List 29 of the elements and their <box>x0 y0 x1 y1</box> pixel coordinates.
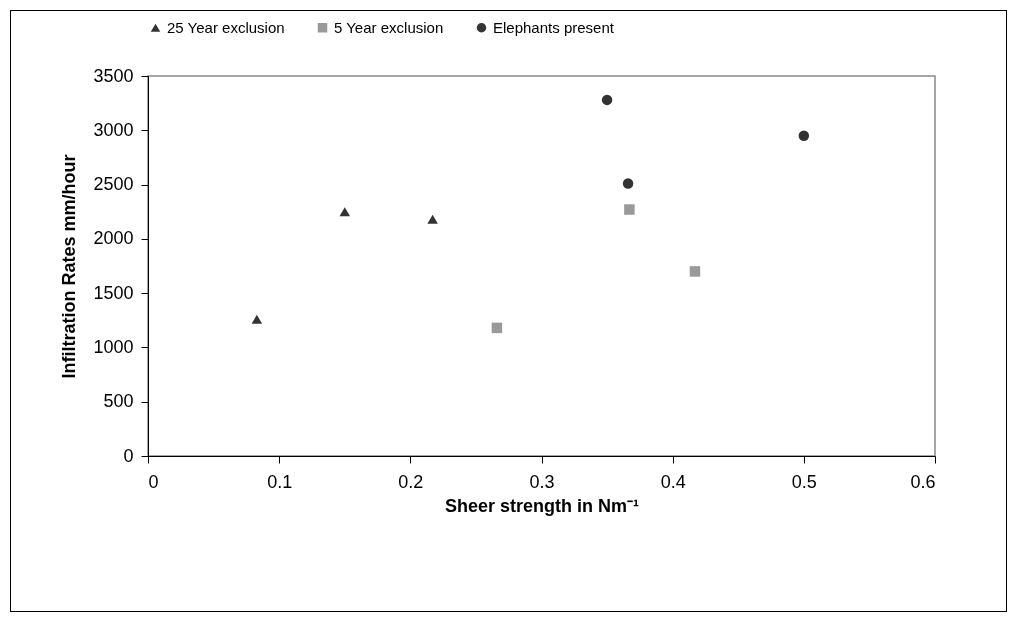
x-tick-label: 0.2 <box>398 471 424 492</box>
x-tick-label: 0.1 <box>267 471 293 492</box>
y-tick-label: 1500 <box>93 282 134 303</box>
y-tick-label: 1000 <box>93 336 134 357</box>
y-tick-label: 500 <box>103 391 134 412</box>
point <box>798 130 810 141</box>
y-tick-label: 3000 <box>93 119 134 140</box>
x-tick-label: 0 <box>148 471 159 492</box>
x-tick-label: 0.5 <box>791 471 817 492</box>
point <box>427 214 438 224</box>
point <box>491 322 503 334</box>
y-tick-label: 2500 <box>93 174 134 195</box>
x-axis-title: Sheer strength in Nm⁻¹ <box>444 495 640 516</box>
point <box>624 204 635 215</box>
point <box>622 178 634 189</box>
y-tick-label: 3500 <box>93 65 134 86</box>
x-tick-label: 0.6 <box>910 471 936 492</box>
legend-label: Elephants present <box>493 18 615 36</box>
legend-label: 5 Year exclusion <box>334 18 444 36</box>
x-tick-label: 0.4 <box>660 471 686 492</box>
point <box>339 207 350 217</box>
point <box>601 94 613 106</box>
y-tick-label: 2000 <box>93 228 134 249</box>
y-tick-label: 0 <box>123 445 134 466</box>
legend-label: 25 Year exclusion <box>167 18 285 36</box>
x-tick-label: 0.3 <box>529 471 555 492</box>
point <box>689 266 701 277</box>
y-axis-title: Infiltration Rates mm/hour <box>59 154 80 379</box>
point <box>251 314 263 324</box>
